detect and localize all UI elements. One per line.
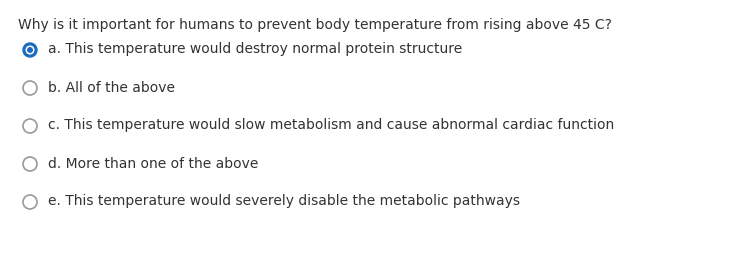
Text: Why is it important for humans to prevent body temperature from rising above 45 : Why is it important for humans to preven… xyxy=(18,18,612,32)
Circle shape xyxy=(28,48,33,52)
Circle shape xyxy=(26,46,34,54)
Text: b. All of the above: b. All of the above xyxy=(48,81,175,94)
Text: e. This temperature would severely disable the metabolic pathways: e. This temperature would severely disab… xyxy=(48,195,520,209)
Text: a. This temperature would destroy normal protein structure: a. This temperature would destroy normal… xyxy=(48,42,462,56)
Text: d. More than one of the above: d. More than one of the above xyxy=(48,156,259,170)
Circle shape xyxy=(23,43,37,57)
Text: c. This temperature would slow metabolism and cause abnormal cardiac function: c. This temperature would slow metabolis… xyxy=(48,119,614,133)
